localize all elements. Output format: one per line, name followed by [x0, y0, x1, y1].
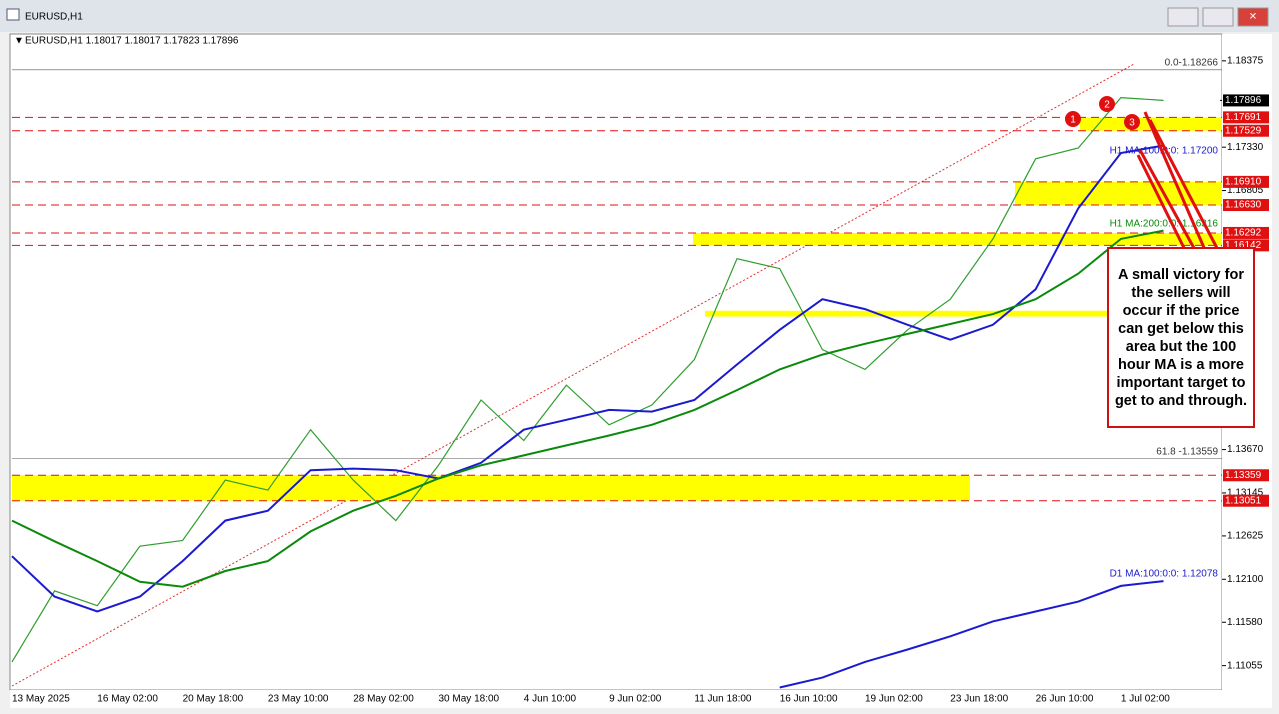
level-label: 1.13359 [1225, 470, 1262, 481]
marker-label: 2 [1104, 100, 1110, 111]
x-tick-label: 19 Jun 02:00 [865, 694, 923, 705]
x-tick-label: 20 May 18:00 [183, 694, 244, 705]
y-tick-label: 1.13145 [1227, 488, 1264, 499]
title-bar [0, 0, 1279, 32]
line-label: H1 MA:100:0:0: 1.17200 [1110, 146, 1219, 157]
x-tick-label: 4 Jun 10:00 [524, 694, 577, 705]
x-tick-label: 28 May 02:00 [353, 694, 414, 705]
menu-arrow: ▼ [14, 36, 24, 47]
line-label: 0.0-1.18266 [1165, 57, 1219, 68]
x-tick-label: 23 May 10:00 [268, 694, 329, 705]
y-tick-label: 1.11055 [1227, 660, 1263, 671]
x-tick-label: 11 Jun 18:00 [694, 694, 752, 705]
x-tick-label: 13 May 2025 [12, 694, 70, 705]
y-tick-label: 1.18375 [1227, 55, 1264, 66]
marker [1065, 111, 1081, 127]
window-title: EURUSD,H1 [25, 12, 83, 23]
series-line [11, 96, 1164, 663]
series-line [11, 229, 1164, 588]
arrow [1143, 111, 1207, 251]
x-tick-label: 23 Jun 18:00 [950, 694, 1008, 705]
y-tick-label: 1.12625 [1227, 531, 1264, 542]
marker [1099, 96, 1115, 112]
series-line [779, 580, 1164, 689]
arrow [1148, 119, 1220, 251]
level-label: 1.16910 [1225, 177, 1262, 188]
arrow [1136, 154, 1187, 251]
y-tick-label: 1.11580 [1227, 617, 1263, 628]
x-tick-label: 9 Jun 02:00 [609, 694, 662, 705]
line-label: 61.8 -1.13559 [1156, 446, 1218, 457]
maximize-button[interactable] [1202, 7, 1234, 27]
level-label: 1.16292 [1225, 228, 1262, 239]
level-tag [1223, 226, 1269, 239]
x-tick-label: 1 Jul 02:00 [1121, 694, 1170, 705]
y-tick-label: 1.13670 [1227, 444, 1264, 455]
chart-header: EURUSD,H1 1.18017 1.18017 1.17823 1.1789… [25, 36, 239, 47]
support-zone [705, 310, 1222, 317]
minimize-button[interactable] [1167, 7, 1199, 27]
level-tag [1223, 111, 1269, 124]
series-line [11, 144, 1164, 613]
y-tick-label: 1.12100 [1227, 574, 1264, 585]
level-tag [1223, 94, 1269, 107]
marker [1124, 114, 1140, 130]
x-tick-label: 30 May 18:00 [439, 694, 500, 705]
level-label: 1.17529 [1225, 125, 1262, 136]
level-tag [1223, 199, 1269, 212]
level-label: 1.17896 [1225, 95, 1262, 106]
close-icon: ✕ [1249, 12, 1257, 23]
support-zone [693, 232, 1222, 246]
x-tick-label: 16 Jun 10:00 [780, 694, 838, 705]
support-zone [1015, 181, 1222, 206]
marker-label: 1 [1070, 115, 1076, 126]
fib-line [11, 63, 1135, 687]
close-button[interactable] [1237, 7, 1269, 27]
time-axis [10, 690, 1272, 708]
level-label: 1.13051 [1225, 495, 1262, 506]
line-label: D1 MA:100:0:0: 1.12078 [1110, 569, 1219, 580]
y-tick-label: 1.16805 [1227, 185, 1264, 196]
annotation-box: A small victory for the sellers will occ… [1107, 247, 1255, 428]
window-icon [6, 8, 20, 21]
level-label: 1.16142 [1225, 240, 1262, 251]
level-label: 1.16630 [1225, 200, 1262, 211]
line-label: H1 MA:200:0:0: 1.16316 [1110, 219, 1219, 230]
x-tick-label: 26 Jun 10:00 [1036, 694, 1094, 705]
plot-area [9, 33, 1223, 691]
arrow [1138, 149, 1197, 251]
marker-label: 3 [1129, 118, 1135, 129]
level-tag [1223, 175, 1269, 188]
x-tick-label: 16 May 02:00 [97, 694, 158, 705]
support-zone [12, 475, 970, 501]
level-tag [1223, 494, 1269, 507]
y-tick-label: 1.17330 [1227, 142, 1264, 153]
level-label: 1.17691 [1225, 112, 1262, 123]
level-tag [1223, 469, 1269, 482]
level-tag [1223, 124, 1269, 137]
